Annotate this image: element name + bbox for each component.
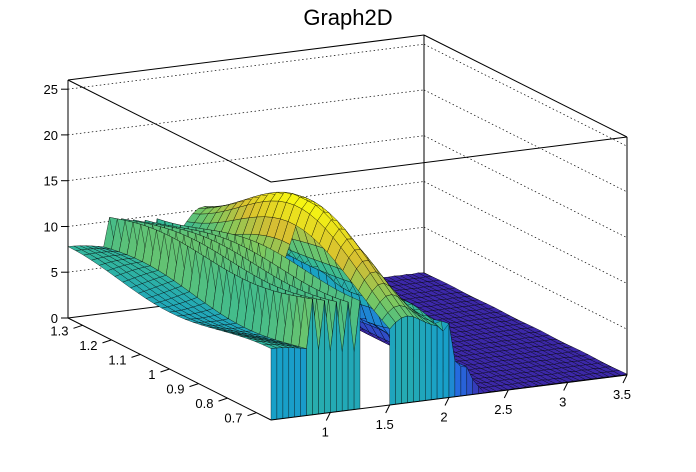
surface-wall-cell [442,323,450,399]
z-grid-line [423,135,628,239]
y-tick-label: 0.9 [166,382,184,397]
surface-wall-cell [436,325,444,400]
frame-edge [270,136,628,183]
surface-wall-cell [401,315,408,404]
y-tick-mark [73,324,83,329]
x-tick-mark [622,374,628,384]
frame-edge [67,34,425,81]
x-tick-mark [325,412,331,421]
x-tick-mark [503,389,509,399]
surface-wall-cell [270,347,278,421]
frame-edge [423,34,628,138]
z-grid-line [67,89,425,136]
y-tick-mark [247,412,257,417]
x-tick-label: 2 [440,410,447,425]
z-grid-line [67,135,425,182]
z-grid-line [423,89,628,193]
x-tick-label: 3 [559,395,566,410]
surface-wall-cell [276,347,284,420]
x-tick-label: 3.5 [613,387,631,402]
y-tick-mark [160,368,170,373]
y-tick-mark [102,339,112,344]
surface-wall-cell [389,322,396,406]
z-grid-line [423,181,628,284]
y-tick-label: 0.7 [224,411,242,426]
surface-mesh [67,191,628,421]
x-tick-label: 1 [322,425,329,440]
surface-wall-cell [425,322,432,401]
frame-edge [67,79,272,183]
y-tick-label: 1.3 [50,323,68,338]
x-tick-label: 1.5 [376,417,394,432]
y-tick-mark [131,353,141,358]
z-grid-line [423,43,628,147]
z-tick-label: 15 [44,174,58,189]
y-tick-mark [218,397,228,402]
z-grid-line [67,43,425,90]
x-tick-mark [444,397,450,406]
y-tick-label: 1 [148,367,155,382]
surface-wall-cell [419,319,426,402]
y-tick-label: 0.8 [195,396,213,411]
surface-wall-cell [395,317,402,405]
x-tick-mark [385,404,391,414]
y-tick-mark [189,383,199,388]
z-tick-label: 10 [44,220,58,235]
z-grid-lines [67,43,628,330]
surface-wall-cell [288,347,295,419]
z-tick-label: 20 [44,128,58,143]
surface-wall-cell [454,360,462,397]
y-tick-label: 1.1 [108,352,126,367]
surface-wall-cell [413,316,420,403]
z-grid-line [423,226,628,330]
surface-wall-cell [460,366,467,397]
z-tick-label: 25 [44,82,58,97]
x-tick-label: 2.5 [494,402,512,417]
chart-title: Graph2D [303,5,392,30]
surface-wall-cell [300,348,307,417]
x-axis-ticks: 1 1.5 2 2.5 3 3.5 [322,374,631,440]
surface-wall-cell [294,347,301,418]
z-tick-label: 5 [51,265,58,280]
y-tick-label: 1.2 [79,338,97,353]
z-axis-ticks: 0 5 10 15 20 25 [44,82,68,326]
surface-wall-cell [407,315,414,404]
surface-wall-cell [431,324,438,401]
surface-wall-cell [282,347,289,419]
y-axis-ticks: 0.7 0.8 0.9 1 1.1 1.2 1.3 [50,323,257,426]
x-tick-mark [563,382,569,391]
z-tick-label: 0 [51,311,58,326]
